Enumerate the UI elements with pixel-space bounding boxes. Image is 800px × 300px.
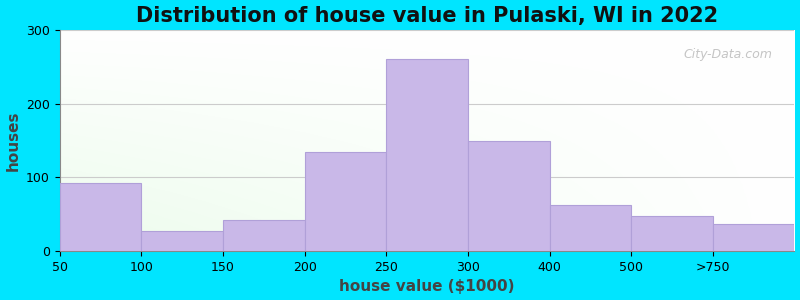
Title: Distribution of house value in Pulaski, WI in 2022: Distribution of house value in Pulaski, … <box>136 6 718 26</box>
Bar <box>305 152 386 251</box>
Bar <box>386 59 468 251</box>
Bar <box>60 183 142 251</box>
Bar <box>550 206 631 251</box>
Text: City-Data.com: City-Data.com <box>683 48 773 61</box>
Bar <box>223 220 305 251</box>
Bar <box>713 224 794 251</box>
X-axis label: house value ($1000): house value ($1000) <box>339 279 515 294</box>
Y-axis label: houses: houses <box>6 110 21 171</box>
Bar <box>142 231 223 251</box>
Bar <box>631 217 713 251</box>
Bar <box>468 140 550 251</box>
